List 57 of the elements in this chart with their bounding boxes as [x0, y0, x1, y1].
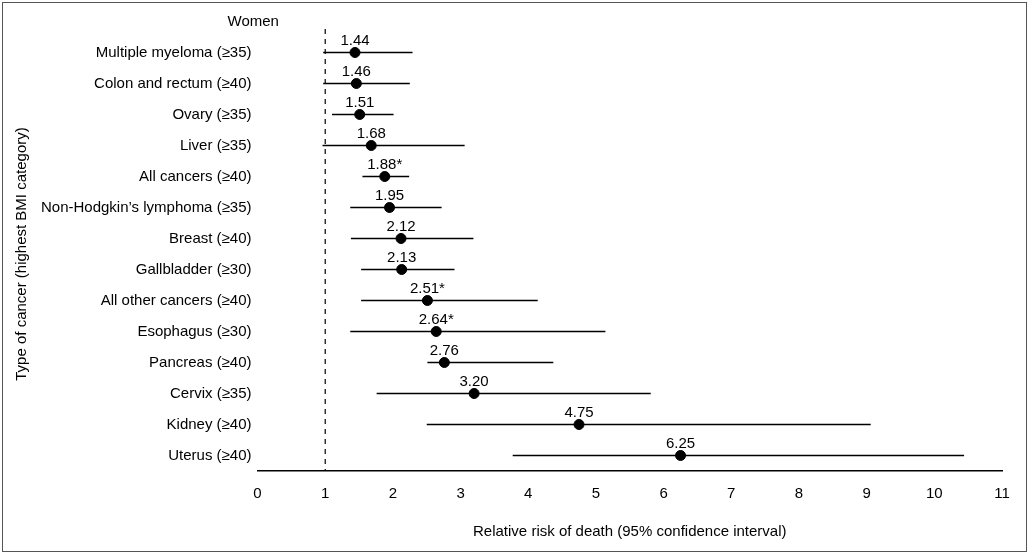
- data-label: 2.51*: [409, 279, 446, 297]
- x-tick-label: 2: [388, 484, 398, 502]
- data-label: 2.64*: [418, 310, 454, 328]
- x-tick-label: 1: [321, 484, 330, 502]
- x-axis-title: Relative risk of death (95% confidence interval): [473, 522, 787, 540]
- y-tick-label: Pancreas (≥40): [149, 352, 252, 370]
- x-tick-label: 11: [994, 484, 1010, 502]
- data-label: 1.68: [356, 124, 386, 142]
- x-tick-label: 6: [659, 484, 668, 502]
- y-tick-label: Non-Hodgkin’s lymphoma (≥35): [41, 197, 252, 215]
- data-label: 1.44: [340, 31, 370, 49]
- y-tick-label: Ovary (≥35): [172, 104, 252, 122]
- y-tick-label: All other cancers (≥40): [100, 290, 252, 308]
- data-label: 1.95: [374, 186, 405, 204]
- x-tick-label: 0: [253, 484, 262, 502]
- point: [421, 295, 433, 306]
- x-tick-label: 4: [524, 484, 533, 502]
- data-label: 2.76: [429, 341, 459, 359]
- y-tick-label: Colon and rectum (≥40): [94, 73, 252, 91]
- data-label: 2.12: [386, 217, 416, 235]
- point: [438, 357, 450, 368]
- data-label: 2.13: [387, 248, 417, 266]
- point: [395, 233, 407, 244]
- point: [468, 388, 480, 399]
- x-tick-label: 8: [794, 484, 804, 502]
- x-tick-label: 9: [862, 484, 871, 502]
- point: [430, 326, 442, 337]
- chart-title: Women: [227, 11, 279, 29]
- x-tick-label: 7: [727, 484, 736, 502]
- y-axis-title: Type of cancer (highest BMI category): [12, 127, 30, 381]
- y-tick-label: Multiple myeloma (≥35): [95, 42, 252, 60]
- y-tick-label: Liver (≥35): [179, 135, 252, 153]
- point: [350, 78, 362, 89]
- data-label: 4.75: [564, 403, 594, 421]
- y-tick-label: Uterus (≥40): [168, 445, 252, 463]
- point: [675, 450, 687, 461]
- data-label: 1.88*: [367, 155, 403, 173]
- y-tick-label: Breast (≥40): [169, 228, 252, 246]
- y-tick-label: Cervix (≥35): [169, 383, 252, 401]
- data-label: 1.51: [345, 93, 375, 111]
- data-label: 6.25: [665, 434, 696, 452]
- point: [379, 171, 391, 182]
- data-label: 3.20: [459, 372, 489, 390]
- y-tick-label: Esophagus (≥30): [137, 321, 252, 339]
- y-tick-label: Kidney (≥40): [166, 414, 252, 432]
- point: [384, 202, 396, 213]
- point: [349, 47, 361, 58]
- y-tick-label: Gallbladder (≥30): [135, 259, 252, 277]
- point: [396, 264, 408, 275]
- point: [354, 109, 366, 120]
- x-tick-label: 5: [591, 484, 601, 502]
- point: [365, 140, 377, 151]
- x-tick-label: 10: [925, 484, 943, 502]
- x-tick-label: 3: [456, 484, 465, 502]
- y-tick-label: All cancers (≥40): [139, 166, 252, 184]
- point: [573, 419, 585, 430]
- data-label: 1.46: [341, 62, 371, 80]
